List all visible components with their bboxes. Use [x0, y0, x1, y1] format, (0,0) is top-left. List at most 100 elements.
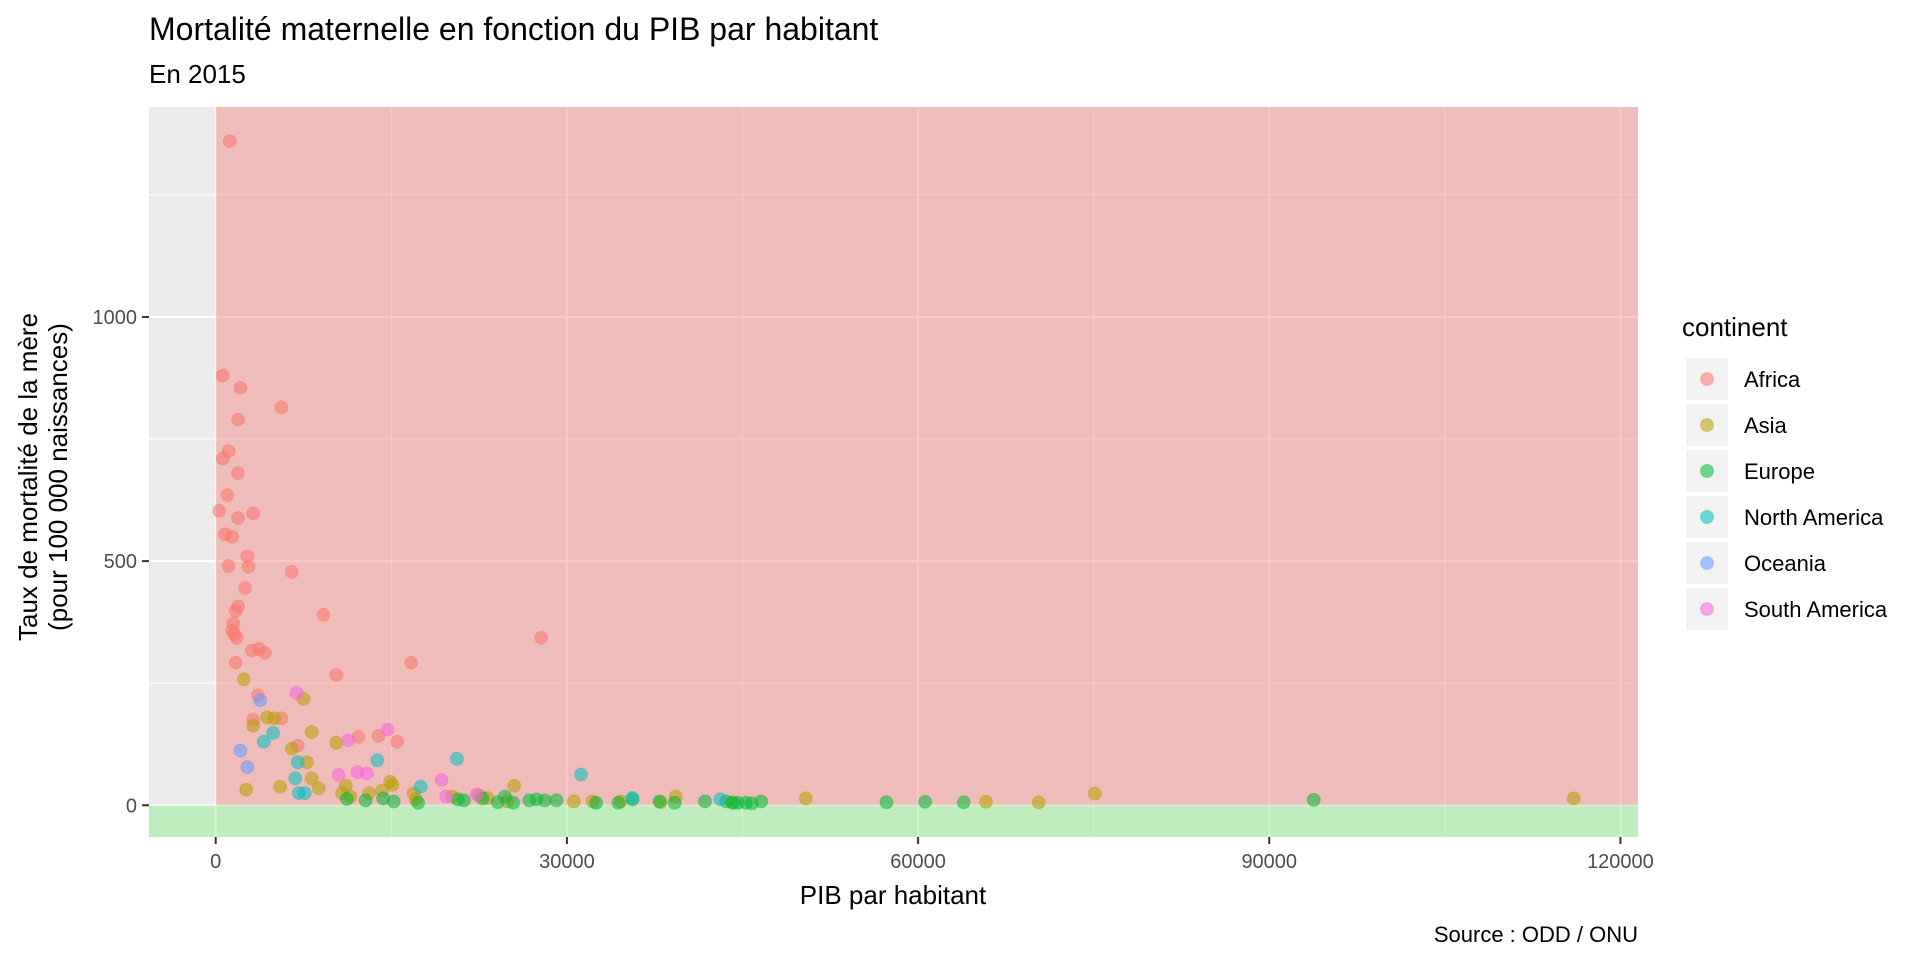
data-point [879, 795, 894, 810]
data-point [507, 778, 522, 793]
data-point [212, 503, 227, 518]
data-point [358, 793, 373, 808]
data-point [549, 793, 564, 808]
x-tick-label: 60000 [890, 851, 946, 873]
data-point [246, 718, 261, 733]
series-south-america [289, 686, 484, 804]
legend: continent Africa Asia Europe North America O… [1682, 312, 1888, 630]
data-point [256, 734, 271, 749]
data-point [411, 795, 426, 810]
legend-item-oceania: Oceania [1686, 542, 1827, 584]
data-point [215, 368, 230, 383]
data-point [667, 795, 682, 810]
plot-background [149, 107, 1638, 837]
legend-label: Asia [1744, 413, 1788, 438]
data-point [390, 734, 405, 749]
data-point [1031, 795, 1046, 810]
data-point [289, 686, 304, 700]
legend-title: continent [1682, 312, 1788, 342]
y-axis: 0 500 1000 [93, 307, 149, 817]
data-point [239, 782, 254, 797]
data-point [220, 488, 235, 503]
data-point [456, 793, 471, 808]
data-point [331, 768, 346, 782]
data-point [413, 779, 428, 794]
data-point [284, 564, 299, 579]
plot-area [149, 107, 1638, 837]
data-point [754, 794, 769, 809]
data-point [225, 529, 240, 544]
x-axis: 0 30000 60000 90000 120000 [210, 837, 1654, 873]
data-point [215, 451, 230, 466]
data-point [380, 722, 395, 737]
data-point [1087, 786, 1102, 801]
data-point [566, 794, 581, 809]
x-tick-label: 120000 [1587, 851, 1654, 873]
data-point [713, 792, 728, 807]
legend-label: Africa [1744, 367, 1801, 392]
chart-subtitle: En 2015 [149, 59, 246, 89]
data-point [449, 751, 464, 766]
data-point [434, 772, 449, 787]
data-point [1306, 792, 1321, 807]
data-point [698, 794, 712, 809]
data-point [469, 787, 484, 802]
data-point [231, 466, 245, 481]
data-point [311, 781, 326, 796]
chart-title: Mortalité maternelle en fonction du PIB … [149, 11, 878, 47]
data-point [329, 667, 344, 682]
data-point [304, 725, 319, 739]
legend-label: Oceania [1744, 551, 1827, 576]
data-point [229, 630, 244, 645]
x-axis-title: PIB par habitant [800, 880, 987, 910]
data-point [625, 790, 640, 805]
data-point [233, 380, 248, 395]
data-point [339, 791, 354, 806]
data-point [236, 672, 251, 687]
low-mortality-band [149, 805, 1638, 837]
data-point [537, 793, 552, 808]
data-point [253, 693, 268, 708]
data-point [290, 755, 305, 770]
x-tick-label: 30000 [539, 851, 595, 873]
data-point [371, 728, 386, 743]
data-point [359, 766, 374, 781]
data-point [228, 603, 243, 618]
legend-item-africa: Africa [1686, 358, 1801, 400]
data-point [231, 511, 245, 526]
legend-label: North America [1744, 505, 1884, 530]
series-north-america [256, 726, 728, 807]
data-point [273, 779, 288, 794]
high-mortality-band [215, 107, 1638, 806]
legend-swatch [1700, 372, 1714, 386]
data-point [1566, 791, 1581, 806]
x-tick-label: 90000 [1241, 851, 1297, 873]
series-oceania [233, 693, 268, 775]
data-point [918, 794, 933, 809]
data-point [233, 743, 248, 758]
legend-swatch [1700, 418, 1714, 432]
data-point [611, 795, 626, 810]
data-point [238, 581, 252, 595]
data-point [979, 794, 993, 809]
data-point [246, 506, 261, 521]
legend-swatch [1700, 602, 1714, 616]
data-point [266, 726, 281, 740]
data-point [574, 767, 588, 782]
data-point [341, 733, 355, 748]
series-asia [236, 672, 1581, 810]
data-point [288, 771, 303, 786]
data-point [257, 645, 272, 660]
data-point [370, 753, 385, 768]
data-point [589, 795, 604, 810]
legend-label: South America [1744, 597, 1888, 622]
legend-swatch [1700, 464, 1714, 478]
legend-item-south-america: South America [1686, 588, 1888, 630]
data-point [652, 794, 667, 809]
y-tick-label: 1000 [93, 307, 138, 329]
y-tick-label: 0 [126, 795, 137, 817]
data-point [222, 134, 237, 149]
legend-item-asia: Asia [1686, 404, 1788, 446]
data-point [221, 559, 236, 573]
data-point [231, 412, 245, 427]
